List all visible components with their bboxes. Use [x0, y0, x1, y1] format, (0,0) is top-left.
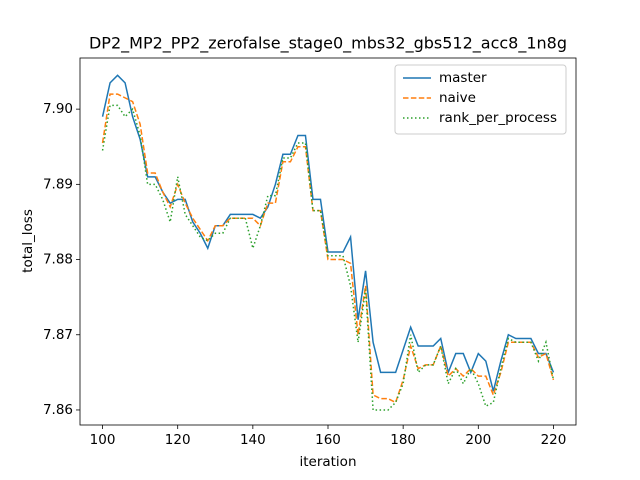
- x-tick-label: 100: [90, 432, 116, 448]
- y-tick-label: 7.88: [43, 252, 73, 268]
- x-tick-label: 140: [240, 432, 266, 448]
- x-tick-label: 120: [165, 432, 191, 448]
- y-tick-label: 7.87: [43, 327, 73, 343]
- x-tick-label: 180: [390, 432, 416, 448]
- series-line: [101, 104, 555, 411]
- legend: master naive rank_per_process: [394, 64, 567, 135]
- chart-title: DP2_MP2_PP2_zerofalse_stage0_mbs32_gbs51…: [89, 34, 567, 54]
- x-tick-label: 220: [541, 432, 567, 448]
- legend-label: naive: [439, 90, 476, 106]
- y-tick-label: 7.90: [43, 101, 73, 117]
- legend-label: master: [439, 70, 487, 86]
- x-tick-label: 200: [465, 432, 491, 448]
- legend-box: [394, 64, 567, 135]
- legend-label: rank_per_process: [439, 110, 557, 126]
- plot-frame: [79, 57, 577, 426]
- y-axis-label: total_loss: [20, 209, 36, 273]
- x-axis-label: iteration: [299, 454, 356, 470]
- x-tick-label: 160: [315, 432, 341, 448]
- y-tick-label: 7.89: [43, 176, 73, 192]
- y-tick-label: 7.86: [43, 402, 73, 418]
- series-line: [101, 93, 555, 404]
